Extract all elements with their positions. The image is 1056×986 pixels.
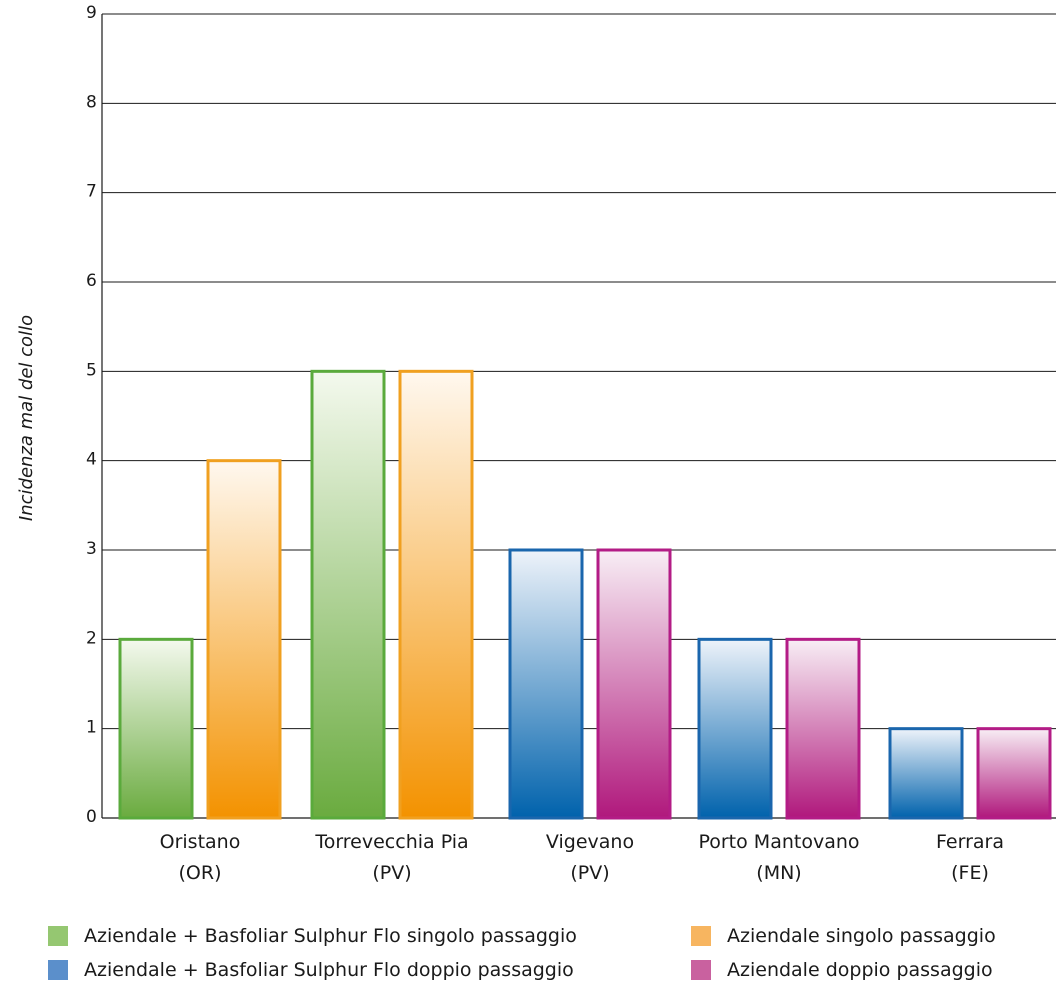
bar-blue — [888, 727, 964, 820]
y-tick-label: 3 — [86, 539, 97, 559]
bar-orange — [398, 369, 474, 820]
x-category-label: Torrevecchia Pia — [314, 831, 468, 853]
legend-swatch-orange — [691, 926, 711, 946]
legend-label-blue: Aziendale + Basfoliar Sulphur Flo doppio… — [84, 959, 574, 981]
y-tick-label: 2 — [86, 628, 97, 648]
legend-item-orange: Aziendale singolo passaggio — [691, 924, 996, 948]
y-tick-label: 8 — [86, 92, 97, 112]
x-category-label: Porto Mantovano — [698, 831, 859, 853]
bar-green — [310, 369, 386, 820]
x-category-label: Vigevano — [546, 831, 634, 853]
x-category-label: Ferrara — [936, 831, 1004, 853]
y-tick-label: 1 — [86, 718, 97, 738]
y-tick-label: 0 — [86, 807, 97, 827]
legend-swatch-green — [48, 926, 68, 946]
bar-magenta — [976, 727, 1052, 820]
bar-chart: 0 1 2 3 4 5 6 7 8 9 Oristano (OR) Torrevecchia Pia (… — [16, 3, 1056, 884]
legend-label-magenta: Aziendale doppio passaggio — [727, 959, 993, 981]
x-category-labels: Oristano (OR) Torrevecchia Pia (PV) Vigevano… — [160, 831, 1004, 884]
y-axis-label: Incidenza mal del collo — [16, 315, 37, 521]
y-tick-label: 7 — [86, 182, 97, 202]
bar-green — [118, 637, 194, 820]
x-category-sublabel: (OR) — [179, 862, 222, 884]
y-tick-label: 5 — [86, 360, 97, 380]
x-category-sublabel: (FE) — [951, 862, 989, 884]
bar-blue — [508, 548, 584, 820]
x-category-label: Oristano — [160, 831, 241, 853]
bars — [118, 369, 1052, 820]
bar-blue — [697, 637, 773, 820]
y-tick-label: 9 — [86, 3, 97, 23]
legend-item-magenta: Aziendale doppio passaggio — [691, 958, 993, 982]
y-tick-labels: 0 1 2 3 4 5 6 7 8 9 — [86, 3, 97, 827]
bar-orange — [206, 459, 282, 820]
legend: Aziendale + Basfoliar Sulphur Flo singol… — [48, 924, 1048, 986]
y-tick-label: 6 — [86, 271, 97, 291]
legend-item-blue: Aziendale + Basfoliar Sulphur Flo doppio… — [48, 958, 574, 982]
bar-magenta — [785, 637, 861, 820]
y-tick-label: 4 — [86, 450, 97, 470]
legend-swatch-magenta — [691, 960, 711, 980]
legend-item-green: Aziendale + Basfoliar Sulphur Flo singol… — [48, 924, 577, 948]
legend-label-orange: Aziendale singolo passaggio — [727, 925, 996, 947]
x-category-sublabel: (MN) — [756, 862, 801, 884]
x-category-sublabel: (PV) — [372, 862, 411, 884]
x-category-sublabel: (PV) — [570, 862, 609, 884]
legend-label-green: Aziendale + Basfoliar Sulphur Flo singol… — [84, 925, 577, 947]
bar-magenta — [596, 548, 672, 820]
legend-swatch-blue — [48, 960, 68, 980]
